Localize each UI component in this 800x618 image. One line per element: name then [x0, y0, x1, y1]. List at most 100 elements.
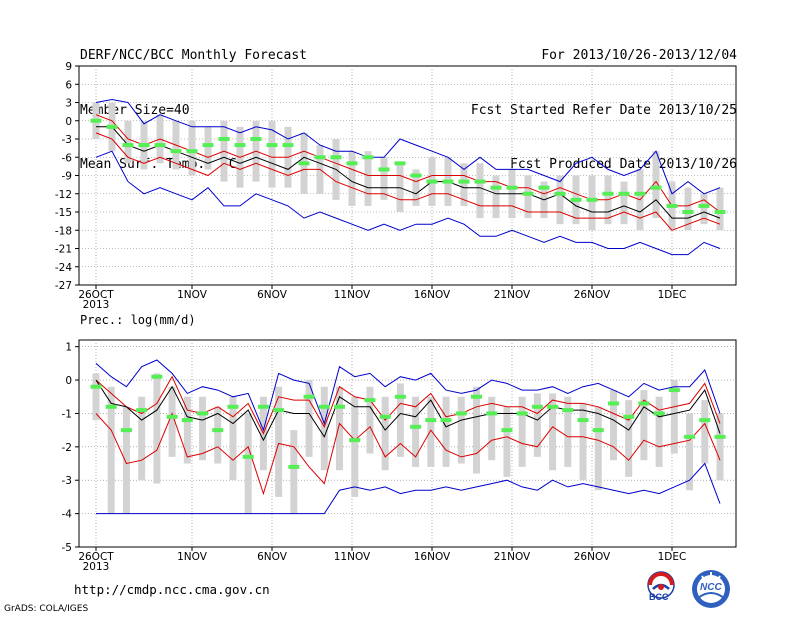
median-marker [602, 191, 614, 196]
median-marker [653, 411, 665, 416]
x-tick-label: 21NOV [494, 289, 531, 301]
x-tick-label: 6NOV [257, 551, 288, 563]
y-tick-label: 0 [65, 375, 72, 387]
median-marker [666, 203, 678, 208]
median-marker [698, 203, 710, 208]
median-marker [638, 401, 650, 406]
ensemble-spread-bar [652, 151, 660, 219]
ensemble-spread-bar [686, 413, 694, 491]
median-marker [634, 191, 646, 196]
ensemble-spread-bar [412, 169, 420, 206]
median-marker [266, 143, 278, 148]
median-marker [298, 161, 310, 166]
ensemble-spread-bar [366, 386, 374, 454]
ensemble-spread-bar [640, 390, 648, 461]
median-marker [425, 418, 437, 423]
median-marker [349, 438, 361, 443]
median-marker [714, 434, 726, 439]
median-marker [330, 155, 342, 160]
median-marker [227, 404, 239, 409]
ensemble-spread-bar [579, 403, 587, 481]
median-marker [455, 411, 467, 416]
x-tick-label: 11NOV [334, 551, 371, 563]
ensemble-spread-bar [427, 396, 435, 467]
ensemble-spread-bar [701, 400, 709, 464]
y-tick-label: -6 [62, 152, 73, 164]
median-marker [699, 418, 711, 423]
lower-quartile-line [95, 132, 721, 231]
median-marker [516, 411, 528, 416]
median-marker [474, 179, 486, 184]
y-tick-label: 6 [65, 79, 72, 91]
header-produced-date: Fcst Produced Date 2013/10/26 [510, 157, 737, 172]
x-tick-label: 26NOV [574, 551, 611, 563]
ensemble-spread-bar [290, 430, 298, 514]
median-marker [364, 398, 376, 403]
ensemble-max-line [95, 359, 721, 432]
ensemble-spread-bar [412, 396, 420, 467]
ensemble-spread-bar [524, 175, 532, 219]
ensemble-spread-bar [204, 126, 212, 170]
median-marker [181, 418, 193, 423]
y-tick-label: -3 [62, 134, 72, 146]
median-marker [562, 408, 574, 413]
median-marker [490, 185, 502, 190]
median-marker [378, 167, 390, 172]
median-marker [303, 394, 315, 399]
median-marker [120, 428, 132, 433]
median-marker [458, 179, 470, 184]
y-tick-label: -1 [62, 408, 72, 420]
y-tick-label: -5 [62, 542, 72, 554]
median-marker [506, 185, 518, 190]
ensemble-spread-bar [381, 396, 389, 471]
median-marker [136, 408, 148, 413]
median-marker [250, 137, 262, 141]
median-marker [197, 411, 209, 416]
y-tick-label: -21 [55, 244, 72, 256]
ensemble-spread-bar [364, 151, 372, 206]
ensemble-spread-bar [625, 400, 633, 477]
ensemble-spread-bar [320, 386, 328, 471]
x-tick-label: 16NOV [414, 289, 451, 301]
ensemble-spread-bar [188, 120, 196, 176]
median-marker [714, 210, 726, 214]
y-tick-label: -15 [55, 207, 72, 219]
ensemble-spread-bar [684, 187, 692, 231]
median-marker [212, 428, 224, 433]
x-tick-label: 6NOV [257, 289, 288, 301]
median-marker [410, 424, 422, 429]
ensemble-spread-bar [716, 413, 724, 481]
ensemble-spread-bar [472, 386, 480, 474]
x-tick-label: 2013 [83, 561, 110, 573]
median-marker [106, 124, 118, 129]
y-tick-label: -2 [62, 442, 72, 454]
median-marker [257, 404, 269, 409]
ensemble-mean-line [96, 126, 721, 219]
ensemble-spread-bar [153, 373, 161, 484]
ensemble-spread-bar [124, 120, 132, 164]
ensemble-spread-bar [620, 181, 628, 225]
median-marker [242, 454, 254, 459]
median-marker [362, 155, 374, 160]
ncc-logo-label: NCC [700, 582, 722, 593]
ensemble-spread-bar [564, 396, 572, 467]
bcc-logo-icon [647, 571, 675, 599]
ensemble-spread-bar [549, 393, 557, 471]
ensemble-max-line [95, 98, 721, 195]
median-marker [105, 404, 117, 409]
ensemble-min-line [96, 462, 721, 515]
ensemble-spread-bar [594, 406, 602, 491]
ensemble-spread-bar [396, 383, 404, 457]
ensemble-spread-bar [442, 396, 450, 467]
median-marker [202, 143, 214, 148]
median-marker [151, 374, 163, 379]
ensemble-spread-bar [168, 386, 176, 457]
median-marker [166, 414, 178, 419]
median-marker [90, 118, 102, 123]
median-marker [394, 394, 406, 399]
x-tick-label: 21NOV [494, 551, 531, 563]
median-marker [547, 404, 559, 409]
ensemble-spread-bar [275, 386, 283, 497]
